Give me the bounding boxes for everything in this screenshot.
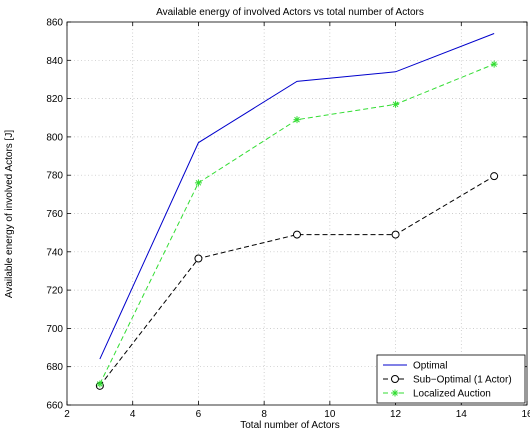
y-tick-label: 660: [46, 401, 63, 412]
data-point: [194, 254, 203, 263]
data-point: [391, 230, 400, 239]
x-axis-title: Total number of Actors: [240, 420, 340, 431]
y-tick-label: 800: [46, 132, 63, 143]
legend-marker: [391, 389, 399, 397]
x-tick-label: 4: [130, 409, 136, 420]
data-point: [293, 116, 301, 124]
data-point: [490, 172, 499, 181]
data-point: [392, 100, 400, 108]
y-tick-label: 760: [46, 209, 63, 220]
y-tick-label: 860: [46, 18, 63, 29]
legend-label: Optimal: [413, 361, 447, 372]
legend-item: Sub−Optimal (1 Actor): [383, 375, 512, 386]
x-tick-label: 6: [196, 409, 202, 420]
data-point: [490, 60, 498, 68]
legend: Optimal Sub−Optimal (1 Actor) Localized Au…: [376, 354, 526, 404]
x-tick-label: 16: [521, 409, 530, 420]
series-line: [99, 63, 495, 385]
chart-title: Available energy of involved Actors vs t…: [156, 7, 424, 18]
series-line: [99, 33, 495, 360]
x-tick-label: 10: [324, 409, 336, 420]
y-tick-label: 820: [46, 94, 63, 105]
data-point: [293, 230, 301, 239]
y-tick-label: 720: [46, 286, 63, 297]
x-tick-label: 8: [261, 409, 267, 420]
legend-item: Localized Auction: [383, 389, 491, 400]
x-tick-label: 14: [456, 409, 468, 420]
series-2: [96, 60, 498, 388]
legend-label: Sub−Optimal (1 Actor): [413, 375, 512, 386]
y-tick-label: 780: [46, 171, 63, 182]
y-axis: 660 680 700 720 740 760 780 800 820 840 860: [46, 18, 527, 412]
series-0: [99, 33, 495, 360]
y-tick-label: 840: [46, 56, 63, 67]
y-tick-label: 700: [46, 324, 63, 335]
legend-marker: [391, 375, 399, 383]
data-point: [96, 380, 104, 388]
y-tick-label: 740: [46, 247, 63, 258]
grid: [67, 22, 527, 405]
legend-label: Localized Auction: [413, 389, 491, 400]
data-point: [194, 179, 202, 187]
y-axis-title: Available energy of involved Actors [J]: [4, 130, 15, 298]
series-line: [99, 175, 495, 387]
y-tick-label: 680: [46, 362, 63, 373]
legend-item: Optimal: [383, 361, 447, 372]
x-axis: 2 4 6 8 10 12 14 16: [64, 22, 530, 420]
x-tick-label: 12: [390, 409, 402, 420]
plot-area: [66, 21, 528, 406]
series-layer: [95, 33, 499, 390]
x-tick-label: 2: [64, 409, 70, 420]
